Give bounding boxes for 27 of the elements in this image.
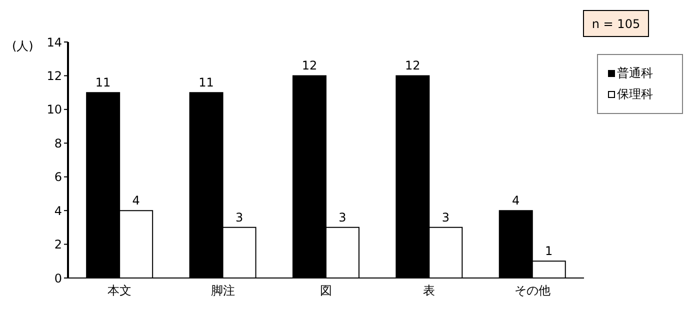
y-tick-label: 6 — [54, 170, 62, 184]
legend-label: 保理科 — [617, 86, 653, 103]
y-tick-label: 4 — [54, 204, 62, 218]
data-label: 12 — [302, 58, 318, 73]
x-tick-label: 本文 — [108, 284, 132, 298]
x-tick-label: 図 — [320, 284, 332, 298]
x-tick-label: 表 — [423, 284, 436, 298]
y-tick-label: 0 — [54, 271, 62, 286]
data-label: 3 — [338, 210, 346, 224]
x-tick-label: その他 — [514, 284, 550, 298]
data-label: 4 — [132, 194, 140, 208]
data-label: 3 — [442, 210, 450, 224]
data-label: 3 — [235, 210, 244, 224]
text: n = 105 — [583, 10, 649, 37]
data-label: 11 — [95, 76, 111, 90]
data-label: 1 — [545, 244, 553, 258]
y-tick-label: 2 — [54, 238, 62, 252]
y-axis-title: (人) — [12, 38, 34, 55]
data-label: 11 — [198, 76, 214, 90]
x-tick-label: 脚注 — [210, 284, 235, 298]
y-tick-label: 12 — [46, 68, 62, 83]
legend-label: 普通科 — [617, 65, 653, 82]
y-tick-label: 10 — [46, 102, 62, 117]
y-tick-label: 14 — [46, 35, 62, 50]
data-label: 12 — [405, 58, 420, 73]
y-tick-label: 8 — [54, 136, 62, 150]
data-label: 4 — [512, 194, 520, 208]
